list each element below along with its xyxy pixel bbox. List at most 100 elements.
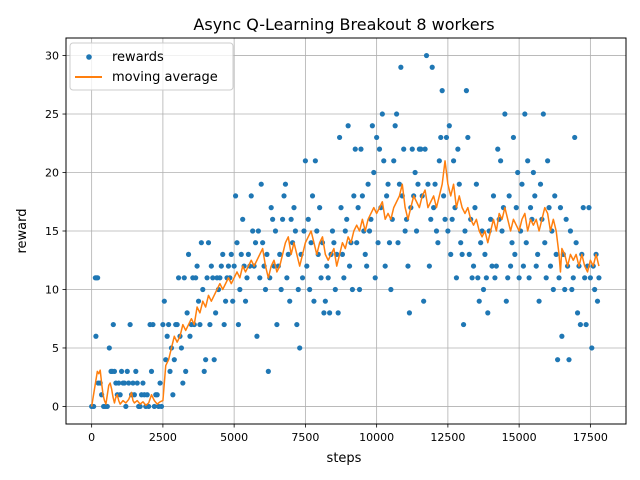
rewards-point	[245, 251, 251, 257]
rewards-point	[234, 240, 240, 246]
rewards-point	[166, 321, 172, 328]
rewards-point	[422, 146, 428, 152]
rewards-point	[536, 298, 542, 304]
x-tick-label: 17500	[573, 431, 608, 444]
rewards-point	[550, 286, 556, 293]
rewards-point	[329, 228, 336, 234]
rewards-point	[195, 298, 202, 304]
rewards-point	[519, 181, 525, 187]
rewards-point	[322, 298, 328, 304]
rewards-point	[148, 368, 155, 374]
rewards-point	[392, 123, 398, 129]
rewards-point	[428, 216, 434, 222]
rewards-point	[194, 263, 200, 269]
rewards-point	[339, 251, 346, 257]
rewards-point	[332, 286, 338, 293]
legend-label-rewards: rewards	[112, 50, 164, 65]
rewards-point	[208, 263, 214, 269]
rewards-point	[492, 275, 498, 281]
rewards-point	[463, 88, 470, 94]
rewards-point	[525, 158, 531, 164]
rewards-point	[282, 181, 289, 187]
rewards-point	[537, 181, 544, 187]
rewards-point	[338, 205, 344, 211]
rewards-point	[483, 275, 489, 281]
rewards-point	[476, 298, 482, 304]
rewards-point	[157, 380, 163, 386]
rewards-point	[248, 193, 254, 199]
rewards-point	[423, 52, 430, 59]
rewards-point	[327, 310, 333, 316]
rewards-point	[325, 275, 331, 281]
y-tick-label: 25	[45, 108, 59, 121]
rewards-point	[355, 205, 361, 211]
rewards-point	[453, 275, 460, 281]
rewards-point	[552, 193, 558, 199]
rewards-point	[104, 403, 110, 410]
rewards-point	[438, 134, 444, 141]
rewards-point	[555, 357, 561, 363]
rewards-point	[586, 205, 592, 211]
rewards-point	[154, 392, 160, 398]
rewards-point	[516, 275, 522, 281]
rewards-point	[278, 286, 284, 293]
rewards-point	[297, 345, 303, 351]
rewards-point	[250, 228, 256, 234]
rewards-point	[522, 111, 528, 117]
rewards-point	[254, 333, 260, 339]
rewards-point	[368, 216, 374, 222]
rewards-point	[553, 251, 559, 257]
rewards-point	[364, 263, 370, 269]
rewards-point	[150, 321, 156, 328]
rewards-point	[580, 205, 586, 211]
legend-marker-rewards	[86, 54, 92, 60]
rewards-point	[401, 146, 407, 152]
rewards-point	[160, 321, 166, 328]
rewards-point	[163, 357, 169, 363]
rewards-point	[582, 275, 588, 281]
rewards-point	[218, 263, 224, 269]
rewards-point	[301, 228, 307, 234]
rewards-point	[442, 216, 448, 222]
rewards-point	[174, 321, 180, 328]
rewards-point	[526, 275, 532, 281]
rewards-point	[146, 403, 152, 410]
rewards-point	[331, 240, 337, 246]
rewards-point	[473, 181, 479, 187]
rewards-point	[366, 228, 373, 234]
rewards-point	[270, 216, 276, 222]
rewards-point	[221, 321, 227, 328]
x-axis-label: steps	[327, 451, 362, 466]
rewards-point	[359, 193, 365, 199]
rewards-point	[231, 263, 237, 269]
rewards-point	[490, 193, 497, 199]
rewards-point	[345, 123, 351, 129]
rewards-point	[573, 240, 579, 246]
rewards-point	[201, 368, 207, 374]
rewards-point	[439, 88, 445, 94]
rewards-point	[203, 357, 209, 363]
rewards-point	[460, 321, 467, 328]
rewards-point	[292, 228, 299, 234]
rewards-point	[200, 286, 206, 293]
rewards-point	[354, 240, 360, 246]
rewards-point	[187, 333, 193, 339]
rewards-point	[391, 158, 397, 164]
rewards-point	[222, 298, 229, 304]
y-tick-label: 20	[45, 167, 59, 180]
x-tick-label: 2500	[149, 431, 177, 444]
rewards-point	[587, 275, 593, 281]
legend: rewards moving average	[69, 42, 234, 91]
rewards-point	[116, 380, 122, 386]
rewards-point	[523, 240, 529, 246]
rewards-point	[569, 286, 575, 293]
rewards-point	[232, 193, 239, 199]
rewards-point	[589, 345, 595, 351]
rewards-point	[93, 333, 99, 339]
rewards-point	[277, 251, 283, 257]
rewards-point	[456, 181, 462, 187]
rewards-point	[272, 228, 279, 234]
rewards-point	[279, 216, 286, 222]
rewards-point	[563, 216, 569, 222]
